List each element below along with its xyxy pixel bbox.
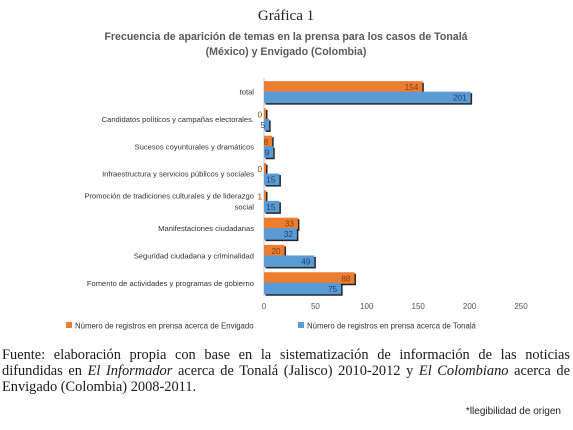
data-label: 32 <box>284 230 294 239</box>
x-tick-label: 100 <box>360 302 374 311</box>
bar <box>264 217 298 230</box>
source-newspaper-2: El Colombiano <box>418 363 509 379</box>
bar <box>264 282 342 295</box>
data-label: 1 <box>257 192 262 201</box>
data-label: 201 <box>453 94 467 103</box>
data-label: 15 <box>266 176 276 185</box>
bar <box>264 244 285 257</box>
bar <box>264 228 297 240</box>
x-tick-label: 50 <box>311 302 320 311</box>
bar <box>264 200 280 213</box>
bar <box>264 108 266 120</box>
legend-label: Número de registros en prensa acerca de … <box>307 322 477 331</box>
data-label: 49 <box>301 257 311 266</box>
category-label: Infraestructura y servicios públicos y s… <box>102 170 254 179</box>
data-label: 88 <box>341 274 351 283</box>
source-suffix: acerca de Envigado (Colombia) 2008-2011. <box>2 363 571 395</box>
bar <box>264 190 266 202</box>
source-newspaper-1: El Informador <box>87 363 173 379</box>
bar-chart: Gráfica 1 Frecuencia de aparición de tem… <box>66 8 528 331</box>
bar <box>264 81 423 93</box>
bar <box>264 146 274 158</box>
legend-swatch <box>298 322 304 328</box>
data-label: 15 <box>266 203 276 212</box>
x-tick-label: 0 <box>262 302 267 311</box>
category-label: Fomento de actividades y programas de go… <box>87 279 254 288</box>
category-label: total <box>240 88 255 97</box>
bar-shadow <box>265 164 268 177</box>
source-middle: acerca de Tonalá (Jalisco) 2010-2012 y <box>172 363 419 379</box>
data-label: 8 <box>264 138 269 147</box>
category-label: Sucesos coyunturales y dramáticos <box>135 142 255 151</box>
bar <box>264 91 471 104</box>
bar <box>264 118 270 131</box>
legibility-note: *llegibilidad de origen <box>465 406 561 417</box>
category-label: Candidatos políticos y campañas electora… <box>102 115 254 124</box>
bar-shadow <box>265 191 268 204</box>
bar <box>264 163 266 175</box>
data-label: 0 <box>257 165 262 174</box>
source-note: Fuente: elaboración propia con base en l… <box>2 347 570 395</box>
data-label: 154 <box>405 83 419 92</box>
category-label: Promoción de tradiciones culturales y de… <box>84 191 254 200</box>
x-tick-label: 200 <box>463 302 477 311</box>
bar <box>264 272 355 284</box>
x-tick-label: 150 <box>412 302 426 311</box>
category-label: Seguridad ciudadana y criminalidad <box>134 251 254 260</box>
bar <box>264 173 280 186</box>
chart-title-line-1: Frecuencia de aparición de temas en la p… <box>104 31 467 43</box>
data-label: 0 <box>257 110 262 119</box>
data-label: 33 <box>285 220 295 229</box>
category-label: social <box>235 202 255 211</box>
data-label: 5 <box>261 121 266 130</box>
data-label: 75 <box>328 285 338 294</box>
data-label: 9 <box>265 148 270 157</box>
bar <box>264 255 315 267</box>
figure-label: Gráfica 1 <box>258 8 314 24</box>
bar <box>264 135 273 148</box>
chart-title-line-2: (México) y Envigado (Colombia) <box>206 46 367 58</box>
legend-swatch <box>66 322 72 328</box>
legend: Número de registros en prensa acerca de … <box>66 322 477 331</box>
x-tick-label: 250 <box>514 302 528 311</box>
legend-label: Número de registros en prensa acerca de … <box>75 322 254 331</box>
data-label: 20 <box>271 247 281 256</box>
source-prefix: Fuente: elaboración propia con base en l… <box>2 347 570 379</box>
category-label: Manifestaciones ciudadanas <box>158 224 254 233</box>
bar-shadow <box>265 109 268 122</box>
